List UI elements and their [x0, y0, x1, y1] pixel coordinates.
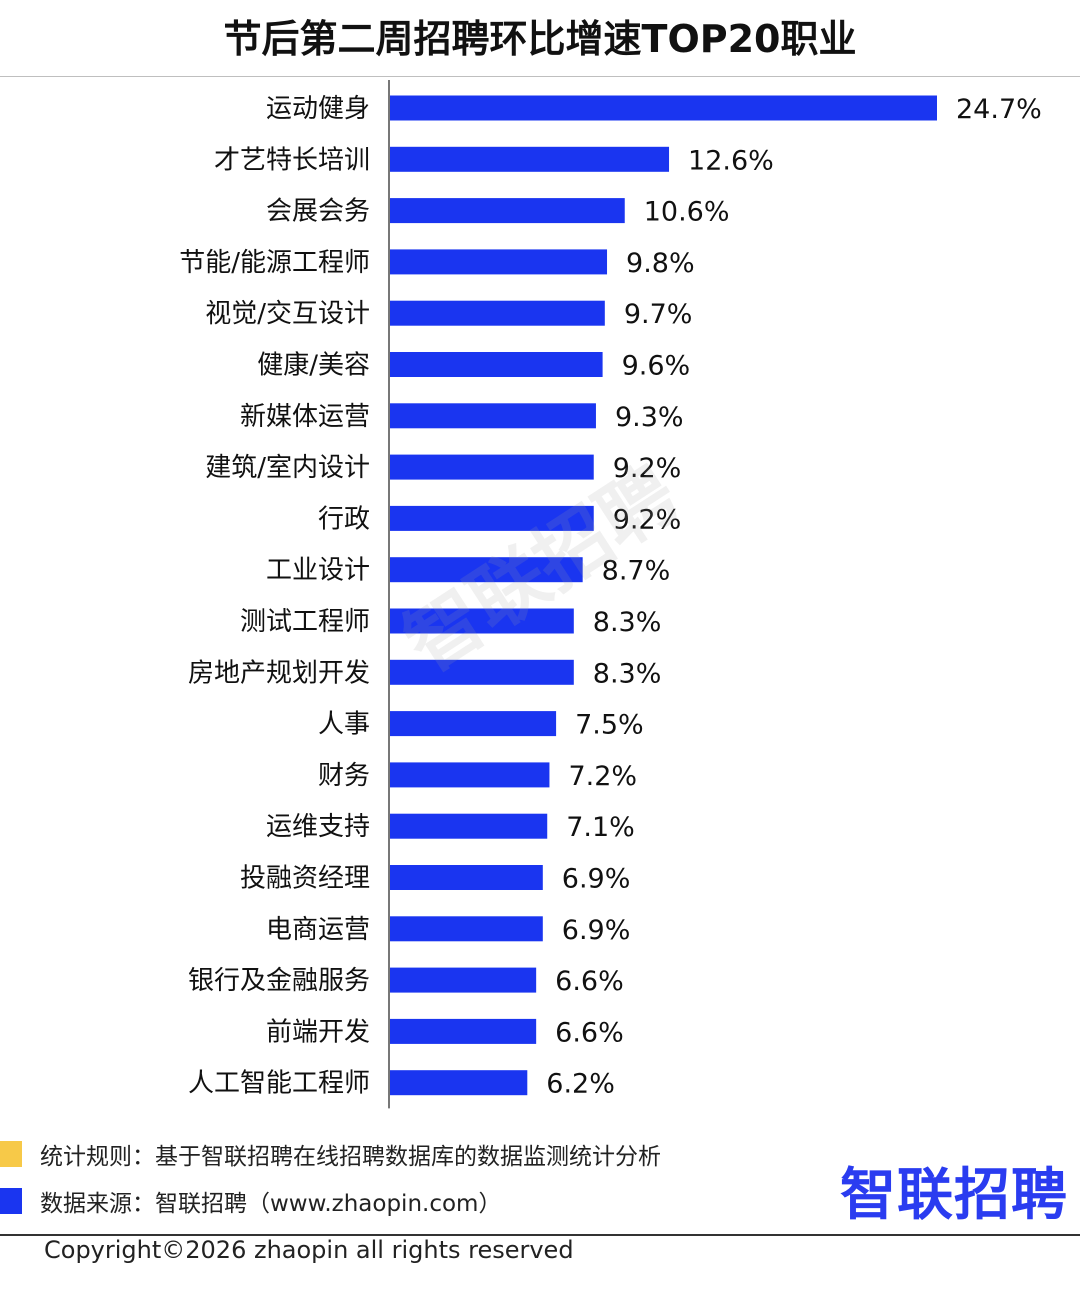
bar	[390, 608, 574, 634]
legend-swatch-yellow	[0, 1141, 22, 1167]
bar	[390, 403, 596, 429]
legend-swatch-blue	[0, 1188, 22, 1214]
category-label: 健康/美容	[257, 351, 370, 381]
value-label: 8.3%	[593, 607, 662, 638]
legend-text-rule: 统计规则：基于智联招聘在线招聘数据库的数据监测统计分析	[40, 1144, 661, 1170]
category-label: 银行及金融服务	[188, 966, 370, 996]
bar	[390, 95, 937, 121]
bars-layer: 运动健身 24.7% 才艺特长培训 12.6% 会展会务 10.6% 节能/能源工程师 9.8…	[179, 94, 1042, 1100]
bar	[390, 967, 537, 993]
value-label: 9.7%	[624, 299, 693, 330]
value-label: 6.9%	[562, 864, 631, 895]
bar	[390, 1070, 528, 1096]
category-label: 前端开发	[266, 1017, 370, 1047]
category-label: 新媒体运营	[240, 402, 370, 432]
category-label: 建筑/室内设计	[205, 453, 370, 483]
value-label: 9.2%	[613, 504, 682, 535]
bar	[390, 300, 605, 326]
legend-text-source: 数据来源：智联招聘（www.zhaopin.com）	[40, 1191, 502, 1217]
bar	[390, 659, 574, 685]
copyright-text: Copyright©2026 zhaopin all rights reserv…	[44, 1236, 574, 1264]
title-divider	[0, 76, 1080, 77]
value-label: 7.5%	[575, 710, 644, 741]
category-label: 测试工程师	[240, 607, 370, 637]
value-label: 9.6%	[622, 351, 691, 382]
category-label: 节能/能源工程师	[179, 248, 370, 278]
legend-item-rule: 统计规则：基于智联招聘在线招聘数据库的数据监测统计分析	[0, 1136, 661, 1172]
value-label: 8.3%	[593, 658, 662, 689]
bar	[390, 557, 583, 583]
bar	[390, 916, 543, 942]
value-label: 8.7%	[602, 556, 671, 587]
value-label: 24.7%	[956, 94, 1042, 125]
value-label: 9.2%	[613, 453, 682, 484]
category-label: 人事	[318, 710, 370, 740]
bar	[390, 249, 608, 275]
legend-item-source: 数据来源：智联招聘（www.zhaopin.com）	[0, 1183, 501, 1219]
category-label: 运动健身	[266, 94, 370, 124]
value-label: 7.2%	[568, 761, 637, 792]
bar	[390, 865, 543, 890]
value-label: 9.8%	[626, 248, 695, 279]
value-label: 7.1%	[566, 812, 635, 843]
value-label: 12.6%	[688, 145, 774, 176]
footer-divider	[0, 1234, 1080, 1236]
chart-title: 节后第二周招聘环比增速TOP20职业	[223, 17, 857, 61]
category-label: 行政	[318, 504, 370, 534]
value-label: 10.6%	[644, 197, 730, 228]
category-label: 财务	[318, 761, 370, 791]
bar	[390, 505, 594, 531]
category-label: 视觉/交互设计	[205, 299, 370, 329]
category-label: 房地产规划开发	[188, 658, 370, 688]
category-label: 运维支持	[266, 812, 370, 842]
bar	[390, 146, 670, 172]
bar	[390, 198, 625, 224]
value-label: 6.2%	[546, 1069, 615, 1100]
category-label: 才艺特长培训	[214, 145, 370, 175]
category-label: 工业设计	[266, 556, 370, 586]
bar	[390, 762, 550, 788]
zhaopin-logo: 智联招聘	[840, 1163, 1068, 1228]
bar	[390, 454, 594, 480]
category-label: 人工智能工程师	[188, 1069, 370, 1099]
bar	[390, 813, 548, 839]
bar	[390, 1018, 537, 1044]
category-label: 投融资经理	[240, 864, 370, 894]
bar	[390, 711, 557, 737]
value-label: 6.6%	[555, 966, 624, 997]
category-label: 电商运营	[266, 915, 370, 945]
value-label: 6.9%	[562, 915, 631, 946]
bar-chart: 运动健身 24.7% 才艺特长培训 12.6% 会展会务 10.6% 节能/能源工程师 9.8…	[179, 80, 1042, 1109]
value-label: 9.3%	[615, 402, 684, 433]
category-label: 会展会务	[266, 197, 370, 227]
value-label: 6.6%	[555, 1017, 624, 1048]
bar	[390, 352, 603, 377]
